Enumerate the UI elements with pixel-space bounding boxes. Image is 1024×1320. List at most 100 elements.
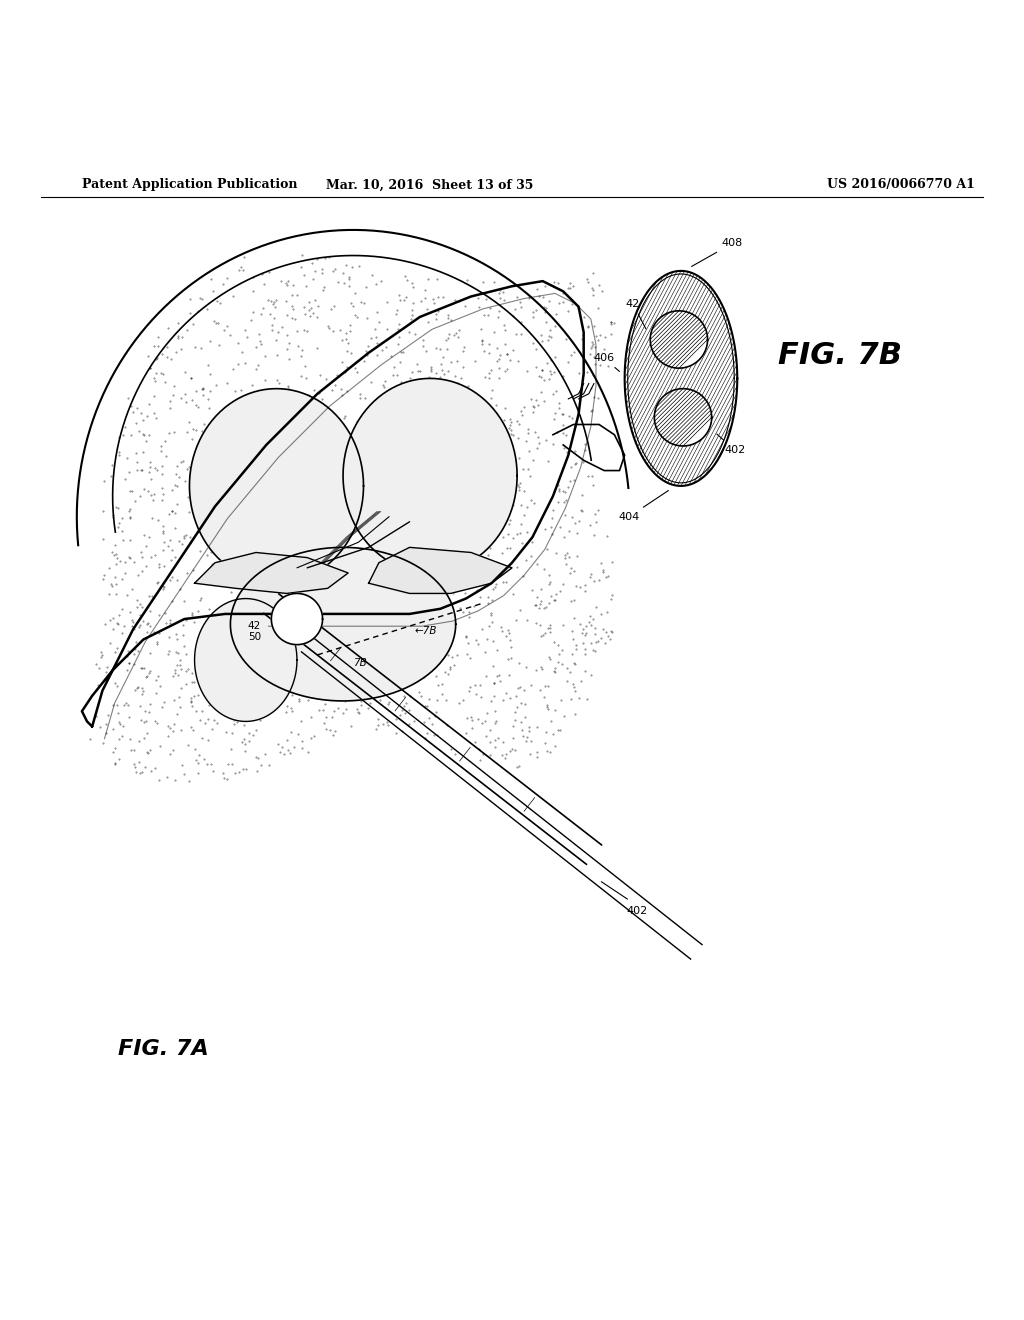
Point [526,492,543,513]
Point [128,451,144,473]
Point [373,271,389,292]
Point [585,284,601,305]
Point [202,380,218,401]
Point [257,346,273,367]
Point [115,425,131,446]
Point [390,314,407,335]
Point [173,533,189,554]
Point [381,482,397,503]
Point [524,401,541,422]
Point [169,655,185,676]
Point [553,689,569,710]
Point [584,400,600,421]
Point [362,327,379,348]
Point [290,723,306,744]
Point [164,500,180,521]
Point [460,375,476,396]
Point [240,434,256,455]
Point [409,494,425,515]
Point [210,690,226,711]
Point [510,428,526,449]
Point [127,680,143,701]
Point [213,480,229,502]
Point [338,565,354,586]
Point [296,319,312,341]
Point [117,469,133,490]
Point [156,577,172,598]
Point [311,700,328,721]
Point [109,694,125,715]
Point [316,693,333,714]
Point [219,701,236,722]
Point [145,490,162,511]
Point [131,696,147,717]
Point [165,376,181,397]
Point [531,680,548,701]
Point [547,346,563,367]
Point [548,304,564,325]
Point [577,643,593,664]
Point [515,397,531,418]
Point [317,417,334,438]
Point [556,437,572,458]
Point [602,587,618,609]
Point [209,290,225,312]
Point [105,741,122,762]
Point [435,553,452,574]
Point [215,628,231,649]
Point [278,582,294,603]
Point [225,358,242,379]
Point [588,511,604,532]
Point [365,573,381,594]
Point [255,602,271,623]
Point [327,636,343,657]
Point [502,630,518,651]
Point [360,698,377,719]
Point [111,444,127,465]
Point [176,590,193,611]
Point [582,513,598,535]
Point [183,605,200,626]
Point [516,680,532,701]
Point [502,408,518,429]
Text: 408: 408 [691,239,743,267]
Point [317,510,334,531]
Point [188,395,205,416]
Point [562,590,579,611]
Point [584,465,600,486]
Point [550,272,566,293]
Point [490,348,507,370]
Point [572,500,589,521]
Point [304,546,321,568]
Point [221,447,238,469]
Point [270,672,287,693]
Point [191,668,208,689]
Point [338,698,354,719]
Point [555,292,571,313]
Point [557,424,573,445]
Point [130,677,146,698]
Point [321,482,337,503]
Point [540,618,556,639]
Point [539,694,555,715]
Point [194,471,210,492]
Point [401,388,418,409]
Point [308,248,325,269]
Point [360,653,377,675]
Point [406,511,422,532]
Point [184,602,201,623]
Point [147,710,164,731]
Point [575,632,592,653]
Point [393,371,410,392]
Point [556,545,572,566]
Point [372,689,388,710]
Point [265,293,282,314]
Point [142,546,159,568]
Point [442,590,459,611]
Point [567,576,584,597]
Point [561,470,578,491]
Point [110,614,126,635]
Point [477,710,494,731]
Point [358,276,375,297]
Point [341,440,357,461]
